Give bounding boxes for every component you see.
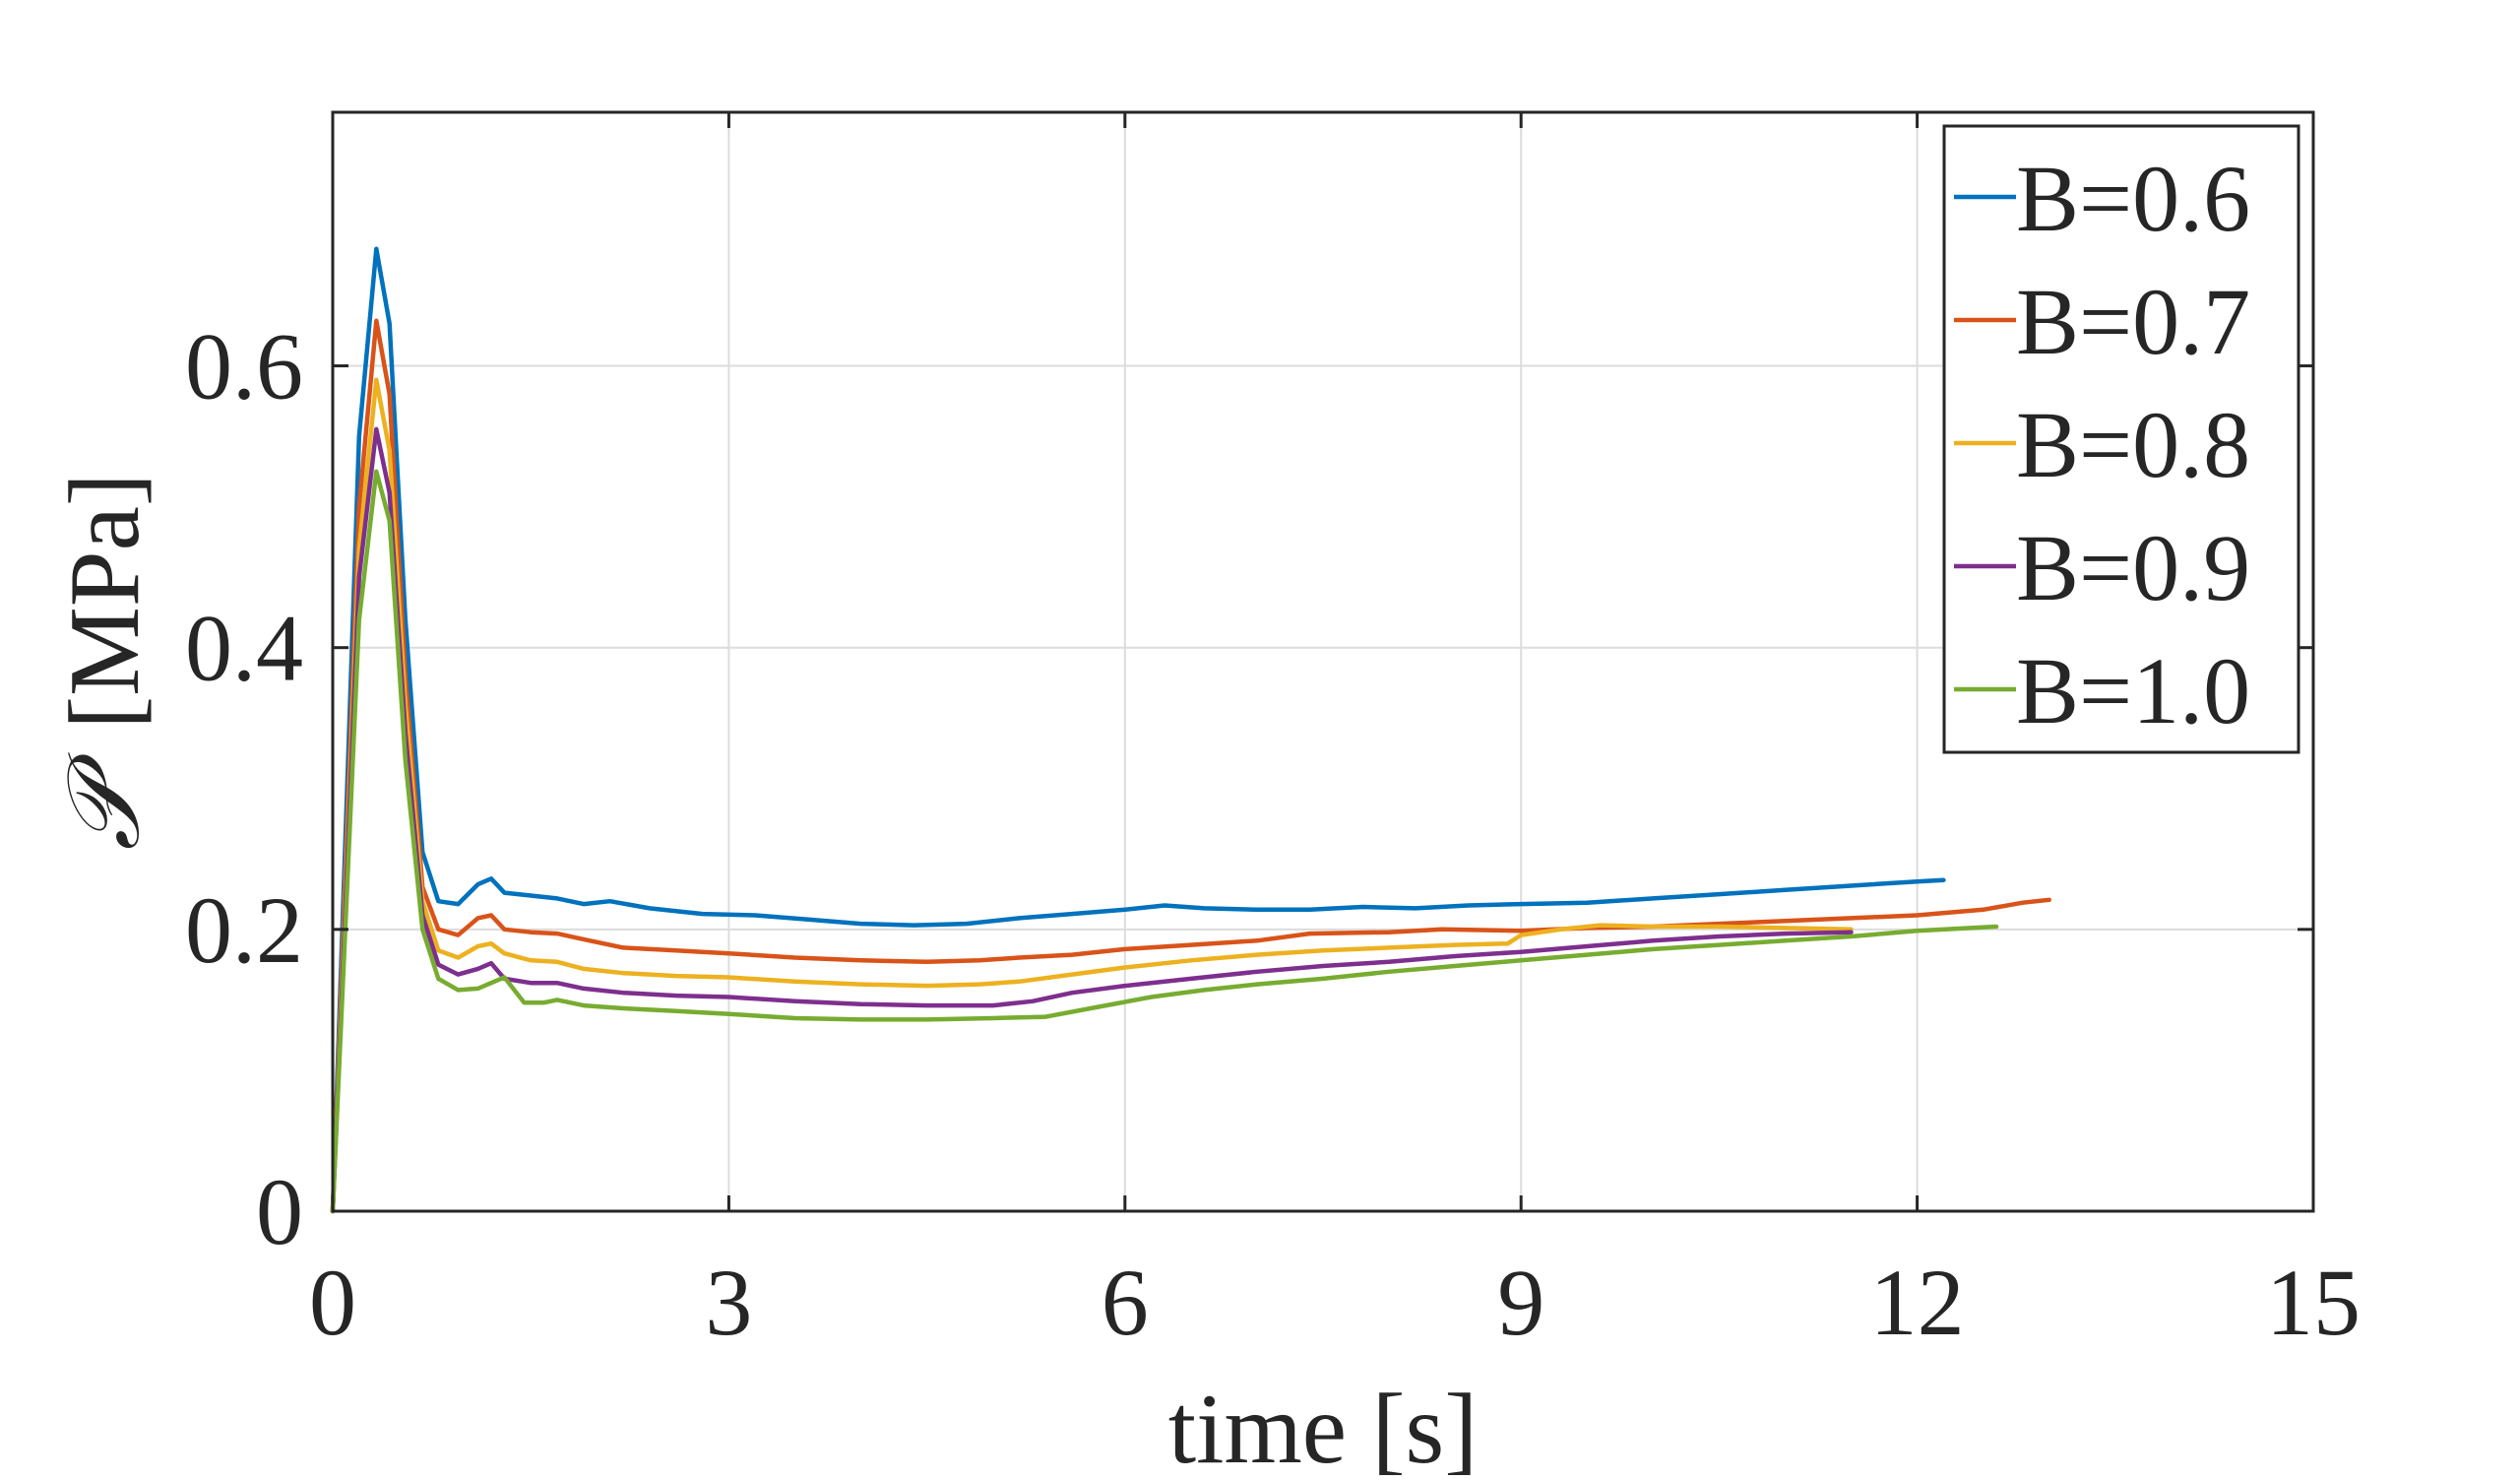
y-axis-label: 𝒫 [MPa] <box>49 473 160 851</box>
series-line <box>330 469 1999 1214</box>
legend-label: B=0.6 <box>2016 146 2250 251</box>
x-tick-label: 3 <box>705 1250 752 1355</box>
legend-label: B=1.0 <box>2016 638 2250 743</box>
series-line <box>330 377 1854 1214</box>
series-line <box>330 426 1854 1214</box>
label-layer: time [s] 𝒫 [MPa] <box>49 473 1478 1480</box>
x-tick-label: 15 <box>2266 1250 2361 1355</box>
x-tick-label: 12 <box>1870 1250 1965 1355</box>
y-axis-symbol: 𝒫 <box>49 752 160 851</box>
y-axis-unit: [MPa] <box>49 473 160 730</box>
legend: B=0.6 B=0.7 B=0.8 B=0.9 B=1.0 <box>1942 124 2300 754</box>
y-tick-label: 0 <box>256 1159 303 1264</box>
y-tick-label: 0.6 <box>185 314 303 419</box>
series-line <box>330 246 1946 1214</box>
legend-label: B=0.9 <box>2016 515 2250 620</box>
y-tick-label: 0.2 <box>185 877 303 983</box>
series-line <box>330 318 2051 1214</box>
x-tick-label: 0 <box>309 1250 356 1355</box>
x-tick-label: 6 <box>1102 1250 1149 1355</box>
tick-layer: 0 3 6 9 12 15 0 0.2 0.4 0.6 <box>185 112 2361 1355</box>
axes-box <box>331 110 2315 1213</box>
x-tick-label: 9 <box>1497 1250 1544 1355</box>
legend-box <box>1942 124 2300 754</box>
legend-label: B=0.8 <box>2016 392 2250 497</box>
grid-layer <box>333 112 2313 1211</box>
series-layer <box>330 246 2051 1214</box>
y-tick-label: 0.4 <box>185 596 303 701</box>
x-axis-label: time [s] <box>1168 1374 1478 1475</box>
legend-label: B=0.7 <box>2016 269 2250 374</box>
